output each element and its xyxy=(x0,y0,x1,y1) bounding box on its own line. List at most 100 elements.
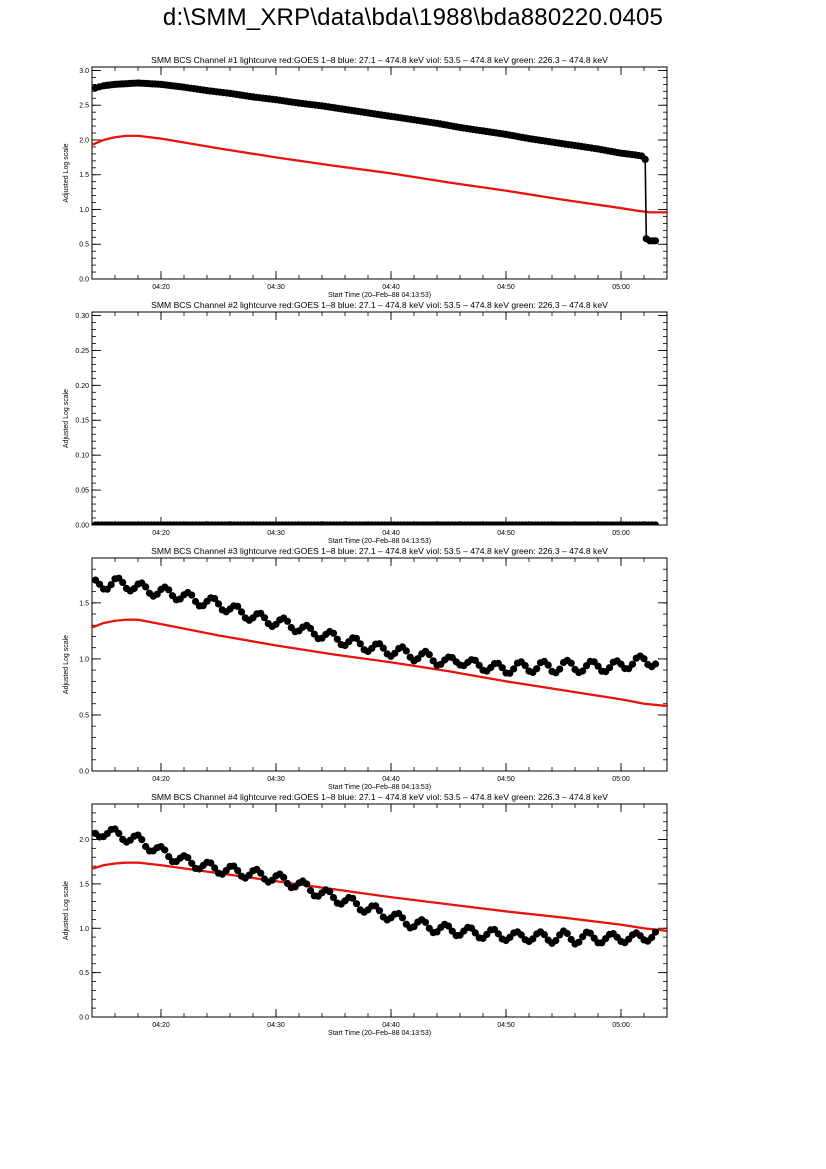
goes-curve-group xyxy=(92,134,669,214)
chart-title: SMM BCS Channel #4 lightcurve red:GOES 1… xyxy=(151,792,608,802)
bcs-point xyxy=(540,931,548,939)
bcs-point xyxy=(234,602,242,611)
bcs-point xyxy=(556,665,564,673)
bcs-point xyxy=(95,580,104,588)
bcs-point xyxy=(188,591,196,599)
bcs-point xyxy=(306,624,315,633)
bcs-point xyxy=(651,928,660,936)
bcs-curve-group xyxy=(92,521,660,525)
y-tick-label: 0.5 xyxy=(79,970,89,977)
bcs-point xyxy=(421,918,430,926)
x-tick-label: 04:40 xyxy=(382,1022,400,1029)
bcs-point xyxy=(517,931,525,939)
bcs-point xyxy=(115,829,123,838)
bcs-point xyxy=(333,635,341,643)
bcs-point xyxy=(628,660,637,668)
plot-area xyxy=(92,825,669,948)
y-tick-label: 0.20 xyxy=(75,383,89,390)
bcs-curve xyxy=(95,82,656,242)
chart-panel-3: SMM BCS Channel #3 lightcurve red:GOES 1… xyxy=(63,546,669,791)
y-tick-label: 0.5 xyxy=(79,242,89,249)
y-tick-label: 2.0 xyxy=(79,137,89,144)
goes-curve-group xyxy=(92,618,669,708)
chart-title: SMM BCS Channel #3 lightcurve red:GOES 1… xyxy=(151,546,608,556)
bcs-point xyxy=(594,662,602,670)
x-tick-label: 04:30 xyxy=(267,284,285,291)
bcs-point xyxy=(444,922,453,930)
bcs-point xyxy=(575,938,583,946)
bcs-point xyxy=(283,617,292,625)
bcs-point xyxy=(260,614,269,622)
bcs-point xyxy=(280,873,288,882)
y-axis-label: Adjusted Log scale xyxy=(63,143,70,202)
x-tick-label: 04:20 xyxy=(152,284,170,291)
bcs-point xyxy=(605,664,614,672)
bcs-point xyxy=(498,664,506,672)
x-tick-label: 05:00 xyxy=(612,1022,630,1029)
bcs-point xyxy=(471,656,479,665)
bcs-point xyxy=(349,894,357,902)
bcs-point xyxy=(544,661,552,669)
chart-panel-2: SMM BCS Channel #2 lightcurve red:GOES 1… xyxy=(63,300,668,545)
bcs-point xyxy=(303,880,311,888)
plot-frame xyxy=(91,557,668,772)
plot-area xyxy=(92,574,669,708)
plot-area xyxy=(92,79,669,245)
bcs-point xyxy=(533,665,541,673)
y-tick-label: 1.5 xyxy=(79,600,89,607)
bcs-point xyxy=(579,667,587,675)
plot-frame xyxy=(91,66,668,280)
chart-title: SMM BCS Channel #2 lightcurve red:GOES 1… xyxy=(151,300,608,310)
x-tick-label: 04:20 xyxy=(152,530,170,537)
y-axis-label: Adjusted Log scale xyxy=(63,881,70,940)
x-tick-label: 04:20 xyxy=(152,1022,170,1029)
bcs-point xyxy=(352,634,361,643)
goes-curve-group xyxy=(92,861,669,933)
goes-point xyxy=(665,704,669,708)
bcs-point xyxy=(142,583,150,591)
goes-point xyxy=(665,211,669,214)
y-tick-label: 2.5 xyxy=(79,103,89,110)
y-axis-label: Adjusted Log scale xyxy=(63,389,70,448)
chart-panel-1: SMM BCS Channel #1 lightcurve red:GOES 1… xyxy=(63,55,669,299)
y-tick-label: 2.0 xyxy=(79,837,89,844)
x-tick-label: 04:50 xyxy=(497,284,515,291)
bcs-point xyxy=(326,888,334,896)
bcs-point xyxy=(356,640,364,648)
y-tick-label: 0.0 xyxy=(79,769,89,776)
bcs-point xyxy=(257,869,265,877)
x-axis-label: Start Time (20–Feb–88 04:13:53) xyxy=(328,292,431,299)
bcs-point xyxy=(237,608,246,616)
chart-panel-4: SMM BCS Channel #4 lightcurve red:GOES 1… xyxy=(63,792,669,1037)
bcs-point xyxy=(375,907,384,915)
x-tick-label: 04:40 xyxy=(382,776,400,783)
y-tick-label: 1.0 xyxy=(79,656,89,663)
bcs-point xyxy=(651,660,660,668)
bcs-point xyxy=(211,864,219,872)
bcs-point xyxy=(425,651,433,659)
x-tick-label: 05:00 xyxy=(612,530,630,537)
chart-title: SMM BCS Channel #1 lightcurve red:GOES 1… xyxy=(151,55,608,65)
bcs-point xyxy=(529,935,537,943)
bcs-point xyxy=(641,155,649,163)
bcs-point xyxy=(329,629,338,637)
bcs-point xyxy=(107,581,115,589)
bcs-curve-group xyxy=(92,825,660,948)
bcs-point xyxy=(640,655,648,663)
x-tick-label: 04:20 xyxy=(152,776,170,783)
bcs-point xyxy=(471,929,479,937)
y-tick-label: 0.10 xyxy=(75,453,89,460)
x-tick-label: 04:30 xyxy=(267,530,285,537)
x-tick-label: 04:50 xyxy=(497,776,515,783)
bcs-point xyxy=(651,521,660,525)
y-tick-label: 0.5 xyxy=(79,712,89,719)
bcs-point xyxy=(521,662,529,670)
y-tick-label: 0.0 xyxy=(79,277,89,284)
x-tick-label: 04:30 xyxy=(267,776,285,783)
bcs-point xyxy=(234,867,242,875)
y-axis-label: Adjusted Log scale xyxy=(63,635,70,694)
bcs-point xyxy=(475,661,483,669)
bcs-point xyxy=(563,929,571,938)
bcs-point xyxy=(306,886,315,895)
